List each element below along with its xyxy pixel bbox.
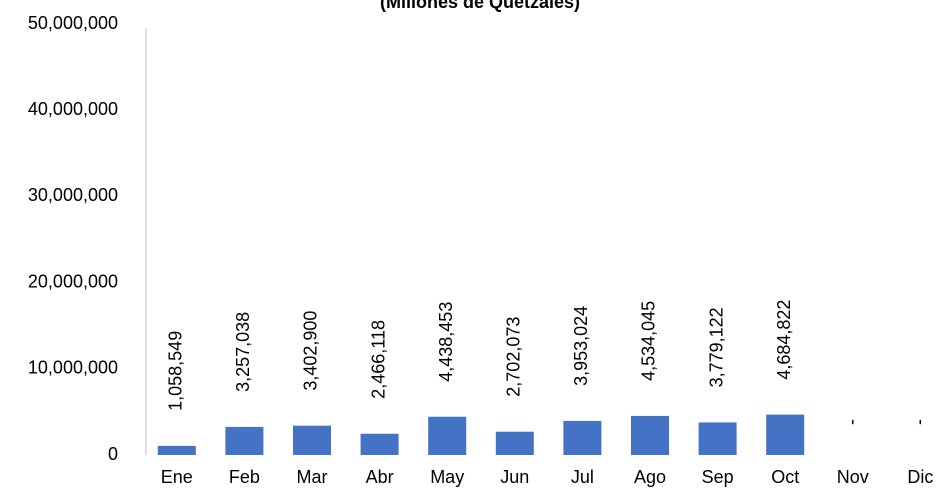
x-tick-label: Mar bbox=[297, 467, 328, 487]
x-tick-label: Feb bbox=[229, 467, 260, 487]
value-label: 3,779,122 bbox=[706, 307, 726, 387]
y-tick-label: 20,000,000 bbox=[28, 271, 118, 291]
bar bbox=[631, 416, 669, 455]
x-tick-label: Jun bbox=[500, 467, 529, 487]
value-label: 4,534,045 bbox=[639, 301, 659, 381]
chart-subtitle: (Millones de Quetzales) bbox=[380, 0, 580, 12]
bar bbox=[563, 421, 601, 455]
x-tick-label: Ene bbox=[161, 467, 193, 487]
value-label: 3,953,024 bbox=[571, 306, 591, 386]
bar bbox=[496, 432, 534, 455]
value-label: 1,058,549 bbox=[166, 331, 186, 411]
value-label: - bbox=[909, 419, 929, 425]
bar bbox=[293, 426, 331, 455]
value-label: 4,684,822 bbox=[774, 300, 794, 380]
x-tick-label: Ago bbox=[634, 467, 666, 487]
bar bbox=[699, 422, 737, 455]
x-tick-label: Dic bbox=[907, 467, 933, 487]
y-tick-label: 10,000,000 bbox=[28, 358, 118, 378]
x-tick-label: Jul bbox=[571, 467, 594, 487]
bar bbox=[428, 417, 466, 455]
bar bbox=[158, 446, 196, 455]
x-tick-label: May bbox=[430, 467, 464, 487]
x-tick-label: Nov bbox=[837, 467, 869, 487]
value-label: 3,257,038 bbox=[233, 312, 253, 392]
x-tick-label: Abr bbox=[366, 467, 394, 487]
y-tick-label: 50,000,000 bbox=[28, 13, 118, 33]
x-tick-label: Oct bbox=[771, 467, 799, 487]
bar bbox=[361, 434, 399, 455]
bar bbox=[225, 427, 263, 455]
y-tick-label: 0 bbox=[108, 444, 118, 464]
value-label: 3,402,900 bbox=[301, 311, 321, 391]
value-label: 2,702,073 bbox=[504, 317, 524, 397]
y-tick-label: 30,000,000 bbox=[28, 185, 118, 205]
x-tick-label: Sep bbox=[702, 467, 734, 487]
chart: (Millones de Quetzales) 0 10,000,000 20,00… bbox=[0, 0, 939, 498]
value-label: - bbox=[842, 419, 862, 425]
value-label: 4,438,453 bbox=[436, 302, 456, 382]
bar bbox=[766, 415, 804, 455]
y-tick-label: 40,000,000 bbox=[28, 99, 118, 119]
value-label: 2,466,118 bbox=[368, 320, 388, 399]
